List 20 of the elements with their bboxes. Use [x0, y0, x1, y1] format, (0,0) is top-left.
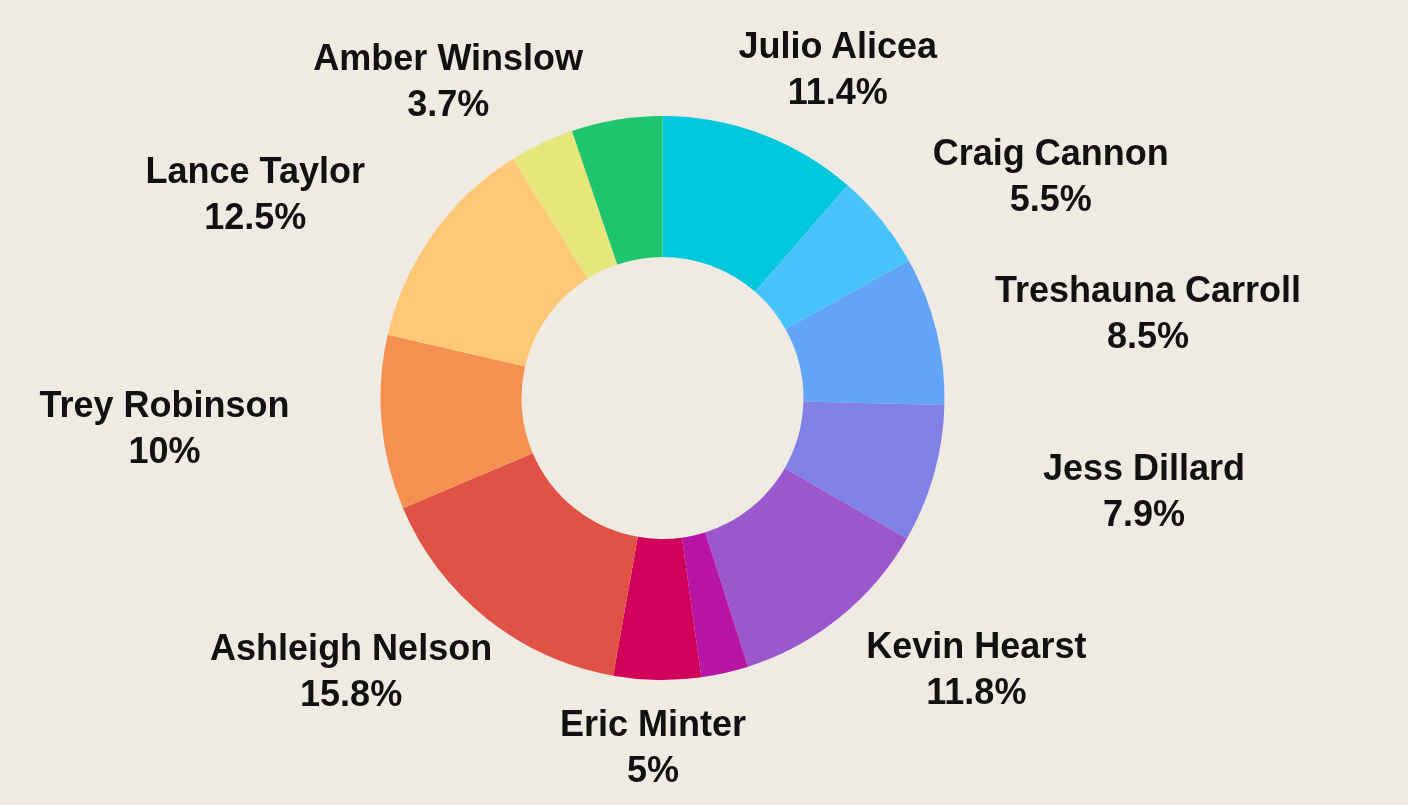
data-label: 8.5% [1106, 315, 1189, 357]
slice-label: Ashleigh Nelson [210, 626, 493, 668]
data-label: 3.7% [407, 82, 490, 124]
data-label: 15.8% [300, 672, 403, 714]
data-label: 7.9% [1102, 493, 1185, 535]
slice-label: Jess Dillard [1042, 447, 1245, 489]
slice-label: Kevin Hearst [866, 625, 1087, 667]
data-label: 10% [128, 429, 201, 471]
slice-label: Craig Cannon [932, 132, 1169, 174]
data-label: 12.5% [204, 195, 307, 237]
slice-label: Lance Taylor [145, 149, 365, 191]
data-label: 11.4% [787, 71, 888, 113]
data-label: 5% [627, 748, 680, 790]
data-label: 11.8% [926, 671, 1027, 713]
slice-label: Treshauna Carroll [994, 269, 1301, 311]
slice-label: Julio Alicea [738, 25, 939, 67]
slice-label: Trey Robinson [39, 383, 290, 425]
data-label: 5.5% [1009, 178, 1092, 220]
slice-label: Amber Winslow [313, 36, 585, 78]
slice-label: Eric Minter [560, 702, 747, 744]
